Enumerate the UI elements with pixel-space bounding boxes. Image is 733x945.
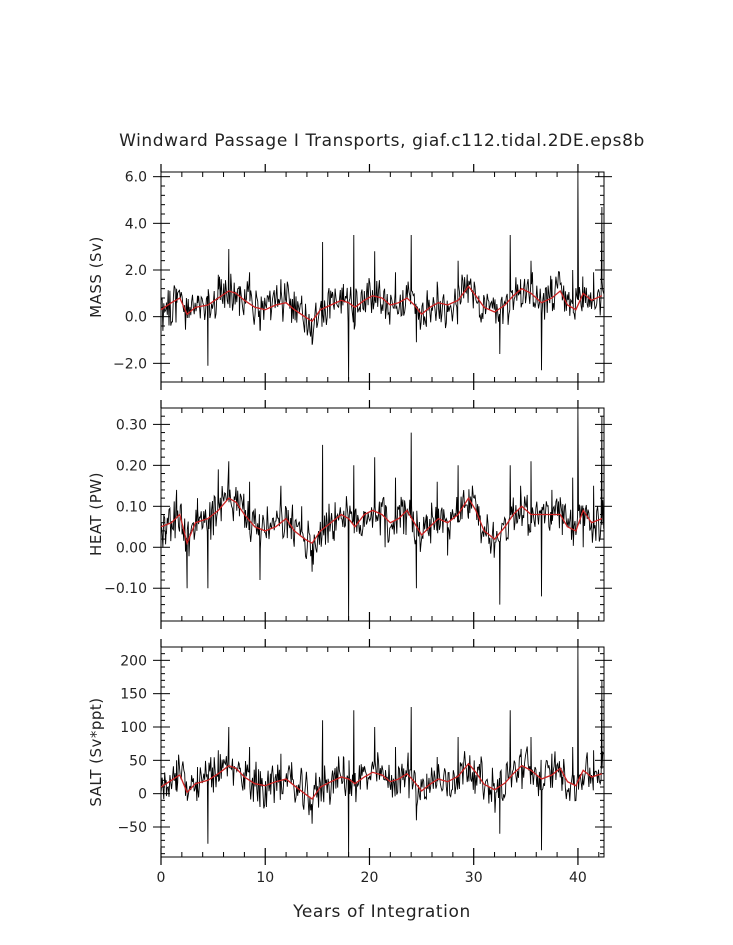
mass-plot-frame xyxy=(160,171,605,383)
x-axis-label: Years of Integration xyxy=(292,902,471,922)
salt-panel: SALT (Sv*ppt) 0 10 20 30 40 −50 0 50 100 150 200 xyxy=(87,639,612,886)
x-tick-label: 10 xyxy=(256,870,274,886)
mass-y-tick-label: 2.0 xyxy=(125,263,147,279)
x-tick-label: 30 xyxy=(465,870,483,886)
x-tick-label: 0 xyxy=(157,870,166,886)
salt-y-tick-label: 50 xyxy=(129,753,147,769)
mass-y-tick-label: −2.0 xyxy=(113,356,147,372)
heat-y-tick-label: 0.20 xyxy=(116,458,147,474)
heat-y-tick-label: 0.00 xyxy=(116,540,147,556)
mass-annual-series xyxy=(161,285,603,323)
heat-y-tick-label: 0.10 xyxy=(116,499,147,515)
salt-y-tick-label: 0 xyxy=(138,787,147,803)
heat-y-axis-label: HEAT (PW) xyxy=(87,472,105,556)
x-tick-label: 20 xyxy=(361,870,379,886)
mass-y-tick-label: 4.0 xyxy=(125,216,147,232)
salt-y-axis-label: SALT (Sv*ppt) xyxy=(87,697,105,806)
heat-y-tick-label: 0.30 xyxy=(116,417,147,433)
x-tick-label: 40 xyxy=(569,870,587,886)
mass-panel: MASS (Sv) −2.0 0.0 2.0 4.0 6.0 xyxy=(87,164,612,390)
salt-y-tick-label: 150 xyxy=(120,687,147,703)
mass-y-tick-label: 6.0 xyxy=(125,170,147,186)
salt-plot-frame xyxy=(160,646,605,858)
figure-title: Windward Passage I Transports, giaf.c112… xyxy=(119,131,645,151)
salt-annual-series xyxy=(161,762,603,800)
heat-annual-series xyxy=(161,496,603,546)
heat-panel: HEAT (PW) −0.10 0.00 0.10 0.20 0.30 xyxy=(87,400,612,629)
mass-y-tick-label: 0.0 xyxy=(125,310,147,326)
heat-y-tick-label: −0.10 xyxy=(104,581,147,597)
mass-monthly-series xyxy=(161,172,604,380)
mass-y-axis-label: MASS (Sv) xyxy=(87,236,105,318)
salt-y-tick-label: −50 xyxy=(117,820,147,836)
salt-y-tick-label: 200 xyxy=(120,653,147,669)
salt-y-tick-label: 100 xyxy=(120,720,147,736)
salt-monthly-series xyxy=(161,647,604,857)
heat-monthly-series xyxy=(161,408,604,621)
